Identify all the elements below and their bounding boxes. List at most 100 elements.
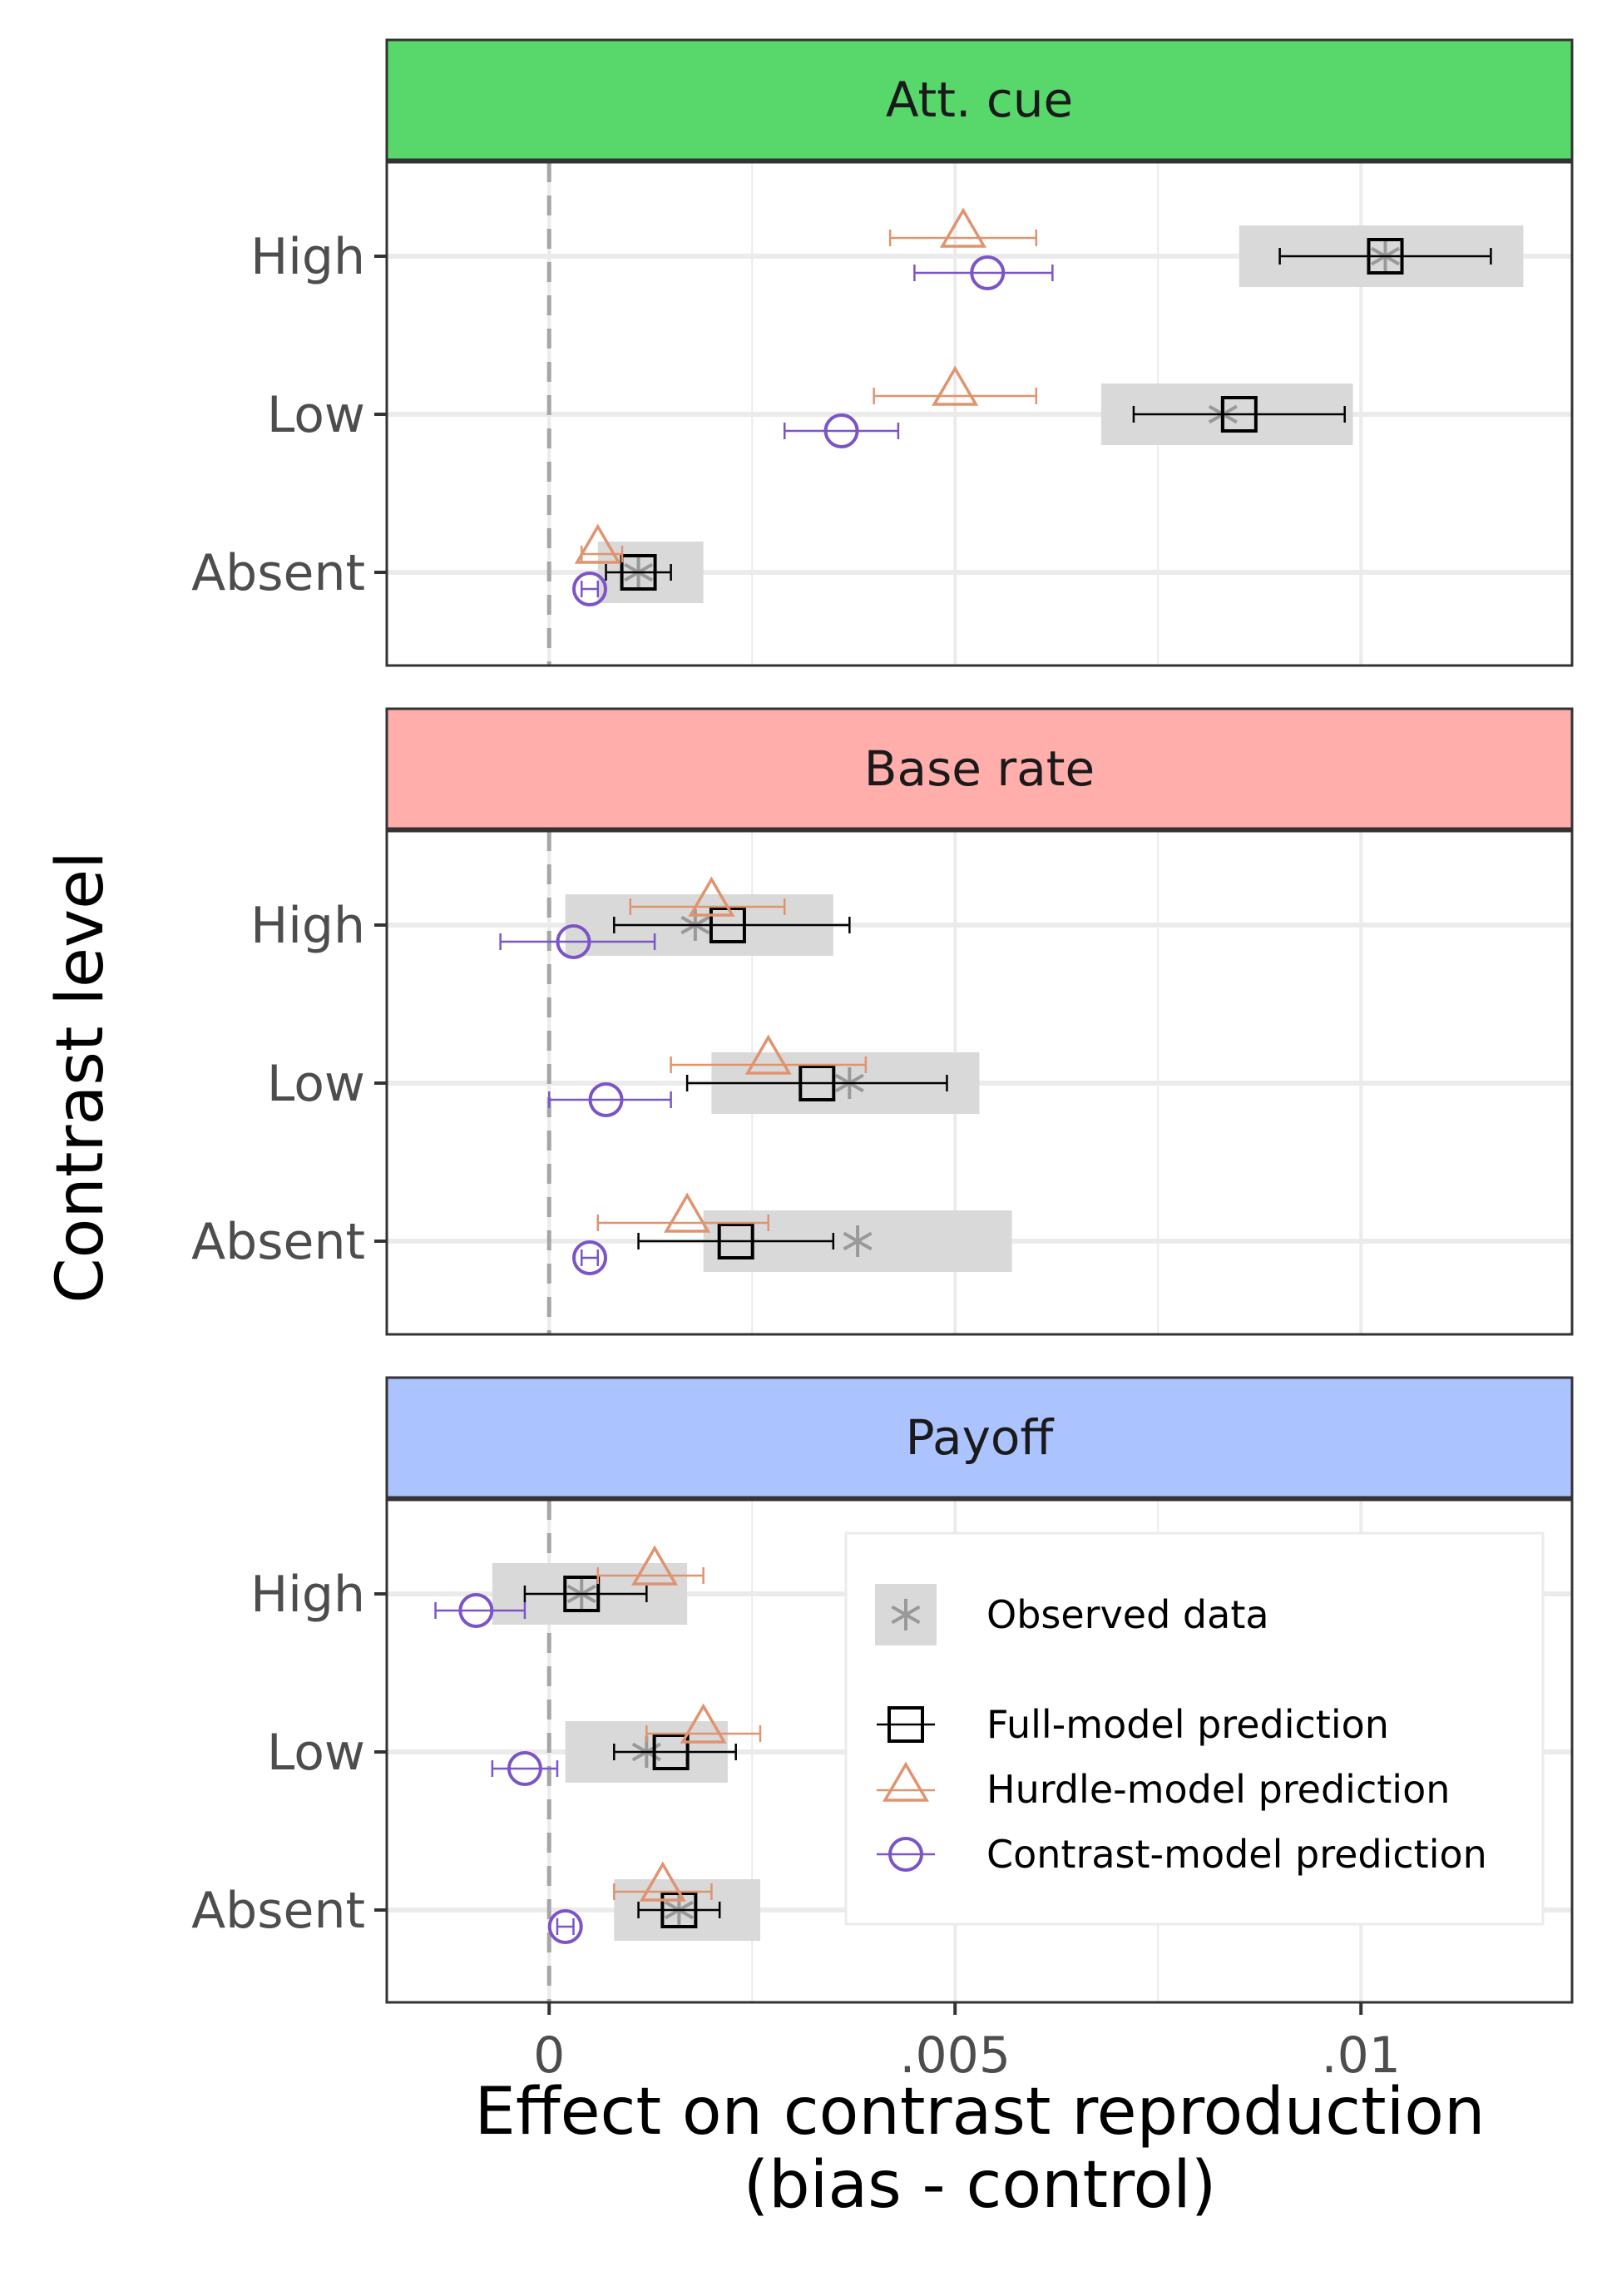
y-tick-label: Absent: [191, 1882, 365, 1940]
y-axis-title: Contrast level: [43, 851, 118, 1304]
y-tick-label: High: [250, 897, 365, 955]
observed-asterisk-stroke: [891, 1605, 921, 1625]
y-tick-label: Low: [267, 1055, 365, 1113]
full-model-errorbar: [523, 1586, 648, 1602]
x-tick-label: 0: [533, 2026, 565, 2085]
contrast-model-errorbar: [547, 1091, 672, 1108]
contrast-model-point: [970, 255, 1006, 290]
contrast-model-errorbar: [499, 933, 656, 950]
hurdle-model-errorbar: [645, 1725, 762, 1742]
observed-asterisk-stroke: [843, 1231, 873, 1251]
panel-border: [385, 161, 1574, 667]
x-tick-label: .005: [899, 2026, 1011, 2085]
y-tick-label: Absent: [191, 1213, 365, 1271]
hurdle-model-point: [688, 876, 735, 917]
x-axis-title-line1: Effect on contrast reproduction: [475, 2075, 1486, 2150]
contrast-model-point: [458, 1593, 494, 1628]
panel-border: [385, 1498, 1574, 2004]
legend-key-full-marker: [887, 1706, 924, 1743]
legend-key-contrast-marker: [888, 1837, 923, 1872]
legend-label-contrast: Contrast-model prediction: [986, 1832, 1487, 1877]
contrast-model-point: [588, 1082, 624, 1117]
facet-strip: [385, 38, 1574, 161]
hurdle-model-errorbar: [596, 1215, 769, 1231]
data-row: [547, 1034, 980, 1117]
full-model-point: [652, 1734, 690, 1770]
legend-label-observed: Observed data: [986, 1592, 1269, 1637]
full-model-errorbar: [1132, 406, 1346, 423]
hurdle-model-errorbar: [629, 898, 786, 915]
full-model-point: [620, 554, 657, 591]
contrast-model-errorbar: [580, 581, 600, 597]
full-model-point: [1220, 396, 1258, 433]
legend-label-hurdle: Hurdle-model prediction: [986, 1767, 1450, 1812]
hurdle-model-point: [680, 1703, 727, 1744]
full-model-errorbar: [613, 1744, 737, 1760]
hurdle-model-point: [939, 207, 987, 248]
full-model-errorbar: [605, 564, 672, 581]
contrast-model-errorbar: [784, 423, 900, 439]
data-row: [491, 1703, 762, 1786]
facet-strip: [385, 1376, 1574, 1499]
x-tick-label: .01: [1322, 2026, 1401, 2085]
facet-strip-label: Att. cue: [886, 72, 1073, 128]
contrast-model-point: [556, 924, 591, 959]
facet-panel: Att. cue High Low Absent: [191, 38, 1574, 667]
data-row: [434, 1545, 705, 1628]
y-tick-label: High: [250, 1566, 365, 1624]
hurdle-model-point: [932, 365, 979, 406]
y-tick-label: Absent: [191, 544, 365, 602]
full-model-errorbar: [637, 1902, 721, 1918]
facet-strip-label: Base rate: [864, 740, 1095, 797]
contrast-model-point: [823, 413, 859, 448]
legend: Observed data Full-model prediction Hurdle…: [844, 1531, 1545, 1926]
contrast-model-point: [572, 1240, 608, 1275]
y-tick-label: Low: [267, 1724, 365, 1782]
data-row: [572, 523, 704, 606]
contrast-model-errorbar: [913, 265, 1054, 281]
data-row: [784, 365, 1353, 448]
hurdle-model-errorbar: [888, 230, 1038, 246]
legend-key-observed-asterisk: [891, 1599, 921, 1630]
observed-data-point: [843, 1225, 873, 1257]
legend-label-full: Full-model prediction: [986, 1702, 1389, 1747]
hurdle-model-errorbar: [613, 1883, 713, 1900]
data-row: [888, 207, 1524, 290]
hurdle-model-errorbar: [596, 1567, 705, 1584]
full-model-point: [798, 1065, 836, 1101]
contrast-model-errorbar: [556, 1918, 575, 1935]
full-model-errorbar: [637, 1233, 835, 1249]
facet-strip-label: Payoff: [906, 1409, 1056, 1466]
hurdle-model-point: [744, 1034, 792, 1075]
contrast-model-point: [507, 1751, 542, 1786]
full-model-point: [563, 1576, 601, 1612]
full-model-point: [717, 1223, 754, 1259]
legend-key-hurdle-marker: [882, 1761, 930, 1802]
hurdle-model-errorbar: [670, 1056, 868, 1073]
contrast-model-point: [572, 572, 608, 606]
y-tick-label: Low: [267, 386, 365, 444]
hurdle-model-point: [639, 1861, 686, 1902]
hurdle-model-point: [574, 523, 621, 564]
hurdle-model-errorbar: [873, 388, 1038, 404]
data-row: [499, 876, 851, 959]
contrast-model-errorbar: [580, 1249, 600, 1266]
panel-border: [385, 829, 1574, 1336]
contrast-model-errorbar: [434, 1602, 527, 1619]
facet-strip: [385, 707, 1574, 830]
full-model-errorbar: [1278, 248, 1492, 265]
hurdle-model-point: [631, 1545, 679, 1586]
y-tick-label: High: [250, 228, 365, 286]
full-model-point: [1367, 238, 1404, 275]
full-model-errorbar: [613, 917, 851, 933]
x-axis-title-line2: (bias - control): [744, 2148, 1217, 2223]
facet-panel: Base rate High Low Absent: [191, 707, 1574, 1336]
legend-box: [844, 1531, 1545, 1926]
data-row: [547, 1861, 760, 1944]
data-row: [572, 1192, 1012, 1275]
contrast-model-point: [547, 1909, 583, 1944]
hurdle-model-point: [664, 1192, 711, 1233]
contrast-model-errorbar: [491, 1760, 559, 1777]
full-model-errorbar: [685, 1075, 948, 1091]
